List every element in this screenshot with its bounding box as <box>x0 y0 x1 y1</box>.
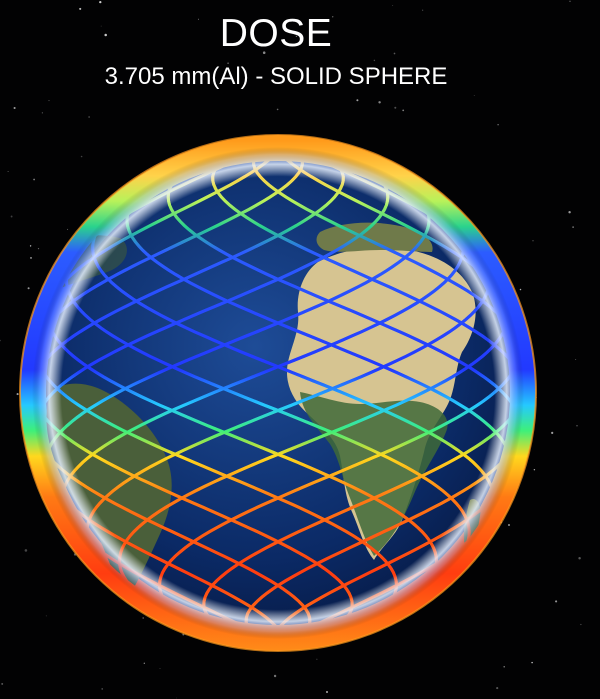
star <box>273 674 277 678</box>
star <box>578 557 581 560</box>
star <box>393 52 396 55</box>
star <box>332 16 334 18</box>
star <box>496 687 499 690</box>
star <box>227 62 229 65</box>
star <box>176 697 178 699</box>
star <box>295 35 298 38</box>
star <box>104 33 107 37</box>
star <box>276 108 279 111</box>
star <box>0 339 1 342</box>
star <box>519 288 522 291</box>
star <box>16 393 19 396</box>
star <box>41 112 43 114</box>
star <box>100 25 102 27</box>
star <box>1 682 4 685</box>
star <box>373 59 376 62</box>
page-title: DOSE <box>219 12 333 55</box>
star <box>10 215 13 218</box>
star <box>356 99 359 102</box>
star <box>27 287 30 290</box>
star <box>569 0 571 2</box>
star <box>580 623 582 626</box>
star <box>48 100 50 102</box>
star <box>551 431 554 435</box>
star <box>29 245 32 247</box>
star <box>326 691 328 693</box>
star <box>531 661 533 664</box>
star <box>473 94 475 97</box>
star <box>30 257 32 259</box>
star <box>371 69 373 70</box>
star <box>392 4 394 6</box>
star <box>99 0 102 4</box>
star <box>568 211 571 214</box>
page-subtitle: 3.705 mm(Al) - SOLID SPHERE <box>104 63 448 90</box>
star <box>159 668 161 669</box>
atmosphere-rim <box>32 147 524 639</box>
star <box>402 109 405 112</box>
star <box>13 106 16 110</box>
star <box>497 123 499 126</box>
star <box>572 226 574 228</box>
star <box>45 615 47 617</box>
star <box>7 170 9 173</box>
star <box>197 18 199 20</box>
star <box>422 9 424 11</box>
star <box>142 617 145 619</box>
star <box>576 425 578 427</box>
star <box>503 666 505 668</box>
star <box>316 658 318 660</box>
star <box>79 7 82 10</box>
star <box>555 600 558 603</box>
star <box>33 178 35 181</box>
star <box>262 51 266 54</box>
star <box>143 662 145 664</box>
star <box>202 72 206 75</box>
star <box>575 359 577 361</box>
star <box>67 228 69 230</box>
star <box>88 116 90 118</box>
star <box>508 524 510 526</box>
star <box>101 688 103 690</box>
star <box>37 247 40 250</box>
star <box>378 101 381 104</box>
star <box>80 155 83 158</box>
star <box>394 106 397 109</box>
star <box>533 468 536 471</box>
star <box>532 240 534 242</box>
star <box>24 549 28 552</box>
